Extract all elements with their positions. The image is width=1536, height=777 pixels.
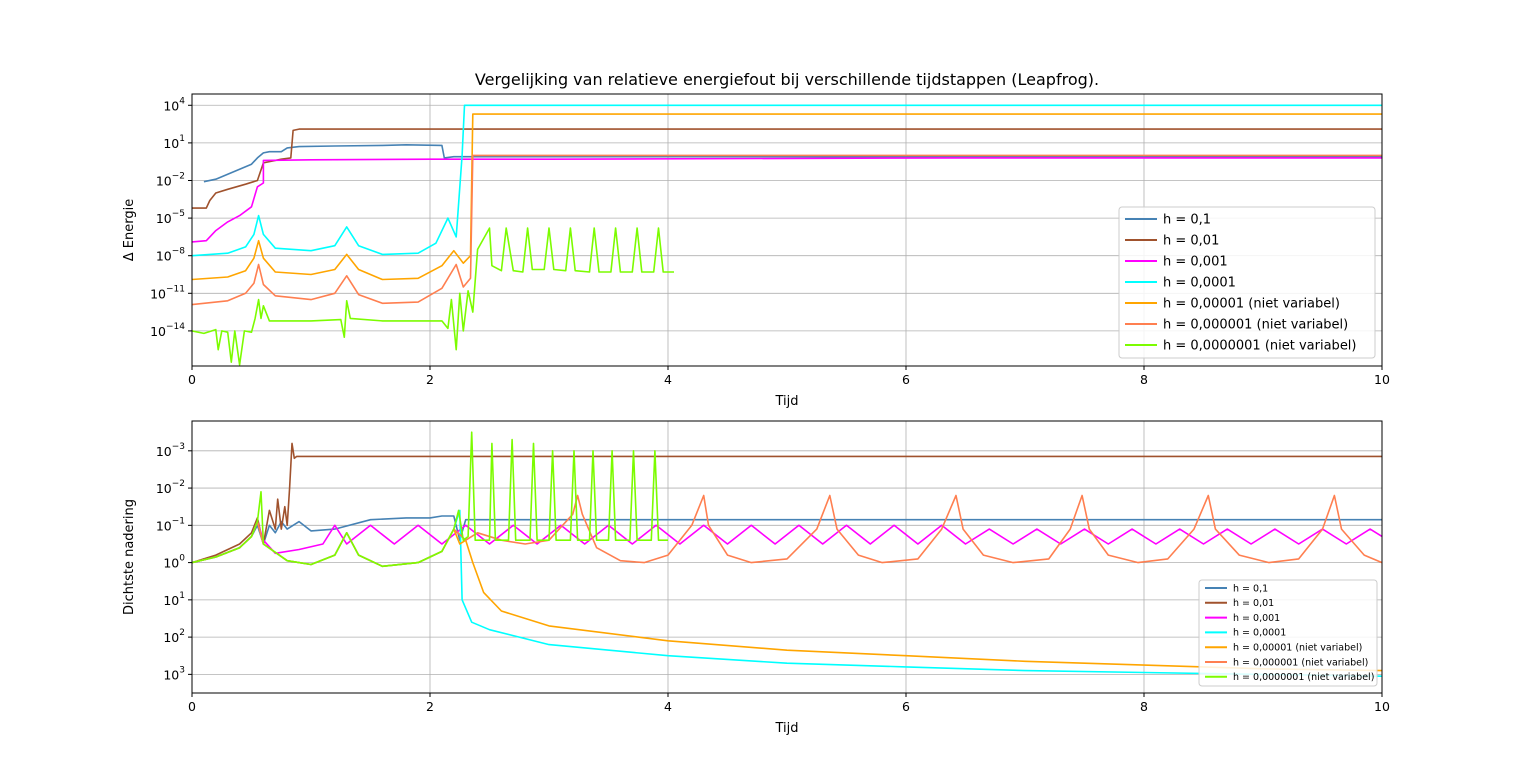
legend-label: h = 0,001 [1163,255,1228,270]
y-tick-label: 10−8 [156,247,185,264]
y-tick-label: 10−11 [150,284,185,301]
x-tick-label: 4 [664,699,672,714]
y-tick-label: 101 [163,134,185,151]
figure-title: Vergelijking van relatieve energiefout b… [475,70,1099,89]
legend-label: h = 0,01 [1233,598,1274,609]
series-line-4 [192,104,1382,257]
x-axis-label: Tijd [774,394,798,409]
y-tick-label: 10−14 [150,322,185,339]
x-tick-label: 10 [1374,699,1390,714]
legend-label: h = 0,00001 (niet variabel) [1233,643,1362,654]
closest-approach-plot: 0 2 4 6 8 10 10−3 10−2 10−1 100 101 102 103 Tijd Dicht… [122,420,1390,736]
legend: h = 0,1 h = 0,01 h = 0,001 h = 0,0001 h = 0,… [1118,206,1376,359]
legend-label: h = 0,0001 [1233,628,1286,639]
x-tick-label: 6 [902,372,910,387]
x-tick-label: 2 [426,699,434,714]
y-tick-label: 10−2 [156,171,185,188]
legend-label: h = 0,00001 (niet variabel) [1163,297,1340,312]
y-tick-label: 10−5 [156,209,185,226]
x-tick-label: 2 [426,372,434,387]
legend: h = 0,1 h = 0,01 h = 0,001 h = 0,0001 h = 0,… [1198,579,1378,687]
legend-label: h = 0,000001 (niet variabel) [1233,657,1368,668]
axes-frame [191,420,1383,694]
legend-label: h = 0,1 [1233,583,1268,594]
legend-label: h = 0,0000001 (niet variabel) [1163,339,1357,354]
y-tick-label: 102 [163,628,185,645]
x-tick-label: 8 [1140,699,1148,714]
legend-label: h = 0,0001 [1163,276,1236,291]
legend-label: h = 0,0000001 (niet variabel) [1233,672,1374,683]
y-tick-label: 103 [163,665,185,682]
energy-error-plot: 0 2 4 6 8 10 104 101 10−2 10−5 10−8 10−11 10−14 Tijd Δ… [122,93,1390,409]
legend-label: h = 0,000001 (niet variabel) [1163,318,1348,333]
legend-label: h = 0,1 [1163,213,1211,228]
series-line-7 [192,431,668,568]
legend-box [1198,579,1378,687]
series-line-3 [192,520,1382,564]
series-line-6 [192,154,1382,306]
y-axis-label: Dichtste nadering [122,499,137,615]
y-tick-label: 10−2 [156,479,185,496]
legend-label: h = 0,01 [1163,234,1219,249]
x-tick-label: 10 [1374,372,1390,387]
series-line-2 [192,442,1382,564]
series-line-6 [192,494,1382,568]
x-axis-label: Tijd [774,721,798,736]
series-line-7 [192,227,674,366]
axes-frame [191,93,1383,367]
x-tick-label: 0 [188,699,196,714]
y-tick-label: 101 [163,591,185,608]
series-line-5 [192,113,1382,281]
series-line-3 [192,157,1382,243]
y-axis-label: Δ Energie [122,199,137,261]
x-tick-label: 8 [1140,372,1148,387]
legend-label: h = 0,001 [1233,613,1280,624]
series-line-2 [192,128,1382,209]
y-tick-label: 100 [163,554,185,571]
y-tick-label: 104 [163,96,185,113]
series-line-1 [203,144,1382,183]
x-tick-label: 4 [664,372,672,387]
x-tick-label: 6 [902,699,910,714]
x-tick-label: 0 [188,372,196,387]
legend-box [1118,206,1376,359]
y-tick-label: 10−1 [156,516,185,533]
series-line-1 [192,515,1382,564]
y-tick-label: 10−3 [156,442,185,459]
series-group [192,104,1382,366]
series-group [192,431,1382,677]
